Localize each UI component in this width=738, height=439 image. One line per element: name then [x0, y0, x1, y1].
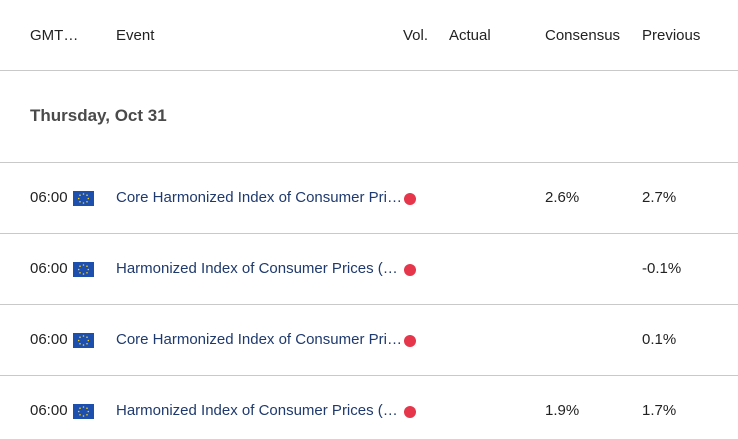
table-header: GMT… Event Vol. Actual Consensus Previou… [0, 0, 738, 71]
consensus-value: 1.9% [545, 402, 580, 419]
volatility-high-icon [404, 335, 416, 347]
day-label: Thursday, Oct 31 [30, 106, 167, 125]
event-time: 06:00 [30, 260, 68, 277]
previous-value: 0.1% [642, 331, 677, 348]
event-time: 06:00 [30, 402, 68, 419]
eu-flag-icon [73, 191, 94, 206]
eu-flag-icon [73, 333, 94, 348]
table-row[interactable]: 06:00 Harmonized Index of Consumer Price… [0, 234, 738, 305]
column-header-previous: Previous [642, 27, 701, 44]
table-row[interactable]: 06:00 Core Harmonized Index of Consumer … [0, 163, 738, 234]
column-header-consensus: Consensus [545, 27, 621, 44]
day-group-header: Thursday, Oct 31 [0, 71, 738, 163]
previous-value: 1.7% [642, 402, 677, 419]
eu-flag-icon [73, 404, 94, 419]
event-name-link[interactable]: Core Harmonized Index of Consumer Pri… [116, 331, 402, 348]
previous-value: 2.7% [642, 189, 677, 206]
table-row[interactable]: 06:00 Harmonized Index of Consumer Price… [0, 376, 738, 439]
event-name-link[interactable]: Harmonized Index of Consumer Prices (… [116, 260, 398, 277]
column-header-actual: Actual [449, 27, 491, 44]
column-header-volatility: Vol. [403, 27, 429, 44]
event-name-link[interactable]: Harmonized Index of Consumer Prices (… [116, 402, 398, 419]
previous-value: -0.1% [642, 260, 682, 277]
column-header-event: Event [116, 27, 155, 44]
eu-flag-icon [73, 262, 94, 277]
event-time: 06:00 [30, 189, 68, 206]
volatility-high-icon [404, 264, 416, 276]
column-header-gmt[interactable]: GMT… [30, 27, 79, 44]
volatility-high-icon [404, 193, 416, 205]
event-name-link[interactable]: Core Harmonized Index of Consumer Pri… [116, 189, 402, 206]
consensus-value: 2.6% [545, 189, 580, 206]
event-time: 06:00 [30, 331, 68, 348]
table-row[interactable]: 06:00 Core Harmonized Index of Consumer … [0, 305, 738, 376]
volatility-high-icon [404, 406, 416, 418]
